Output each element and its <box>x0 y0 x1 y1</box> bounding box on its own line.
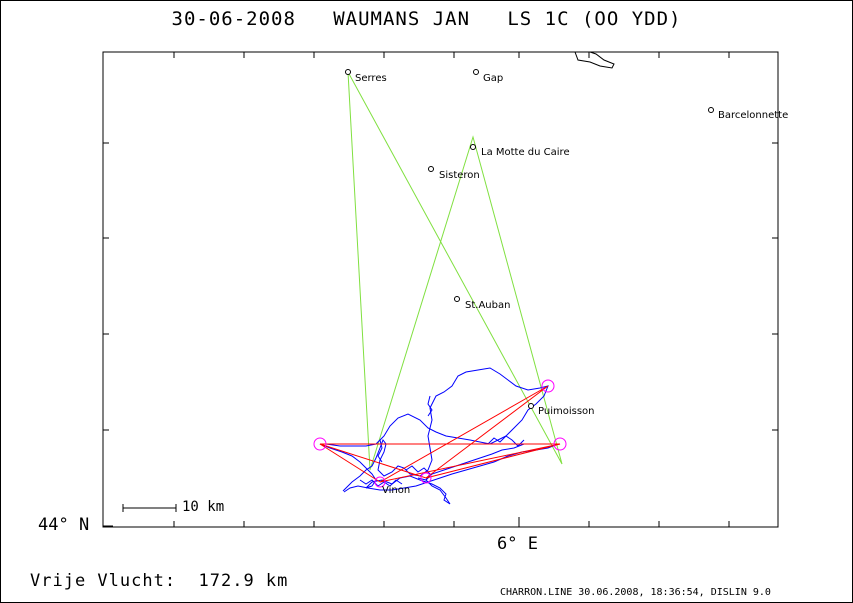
marker-st-auban <box>454 296 460 302</box>
label-vinon: Vinon <box>382 485 410 496</box>
scale-bar-label: 10 km <box>182 499 225 515</box>
turnpoint-circles <box>313 379 567 488</box>
map-border <box>102 51 779 528</box>
label-sisteron: Sisteron <box>439 170 480 181</box>
marker-serres <box>345 69 351 75</box>
flight-track <box>319 367 559 505</box>
free-flight-lines <box>319 385 561 483</box>
lake-outline <box>574 51 615 69</box>
lat-ticks <box>103 142 778 527</box>
label-barcelonnette: Barcelonnette <box>718 110 788 121</box>
label-st-auban: St.Auban <box>465 300 510 311</box>
label-puimoisson: Puimoisson <box>538 406 594 417</box>
marker-gap <box>473 69 479 75</box>
marker-sisteron <box>428 166 434 172</box>
footer-info: CHARRON.LINE 30.06.2008, 18:36:54, DISLI… <box>500 587 771 598</box>
scale-bar <box>122 504 177 512</box>
label-gap: Gap <box>483 73 503 84</box>
place-labels: Serres Gap Barcelonnette La Motte du Cai… <box>355 73 788 496</box>
task-line <box>347 71 563 471</box>
lon-ticks <box>173 52 730 527</box>
flight-title: 30-06-2008 WAUMANS JAN LS 1C (OO YDD) <box>171 8 682 30</box>
marker-la-motte-du-caire <box>470 144 476 150</box>
track-detail <box>359 395 525 487</box>
free-flight-distance: Vrije Vlucht: 172.9 km <box>30 571 289 591</box>
marker-barcelonnette <box>708 107 714 113</box>
marker-puimoisson <box>528 403 534 409</box>
place-markers <box>345 69 714 409</box>
longitude-label: 6° E <box>497 534 538 554</box>
label-la-motte-du-caire: La Motte du Caire <box>481 147 570 158</box>
label-serres: Serres <box>355 73 387 84</box>
latitude-label: 44° N <box>38 515 90 535</box>
